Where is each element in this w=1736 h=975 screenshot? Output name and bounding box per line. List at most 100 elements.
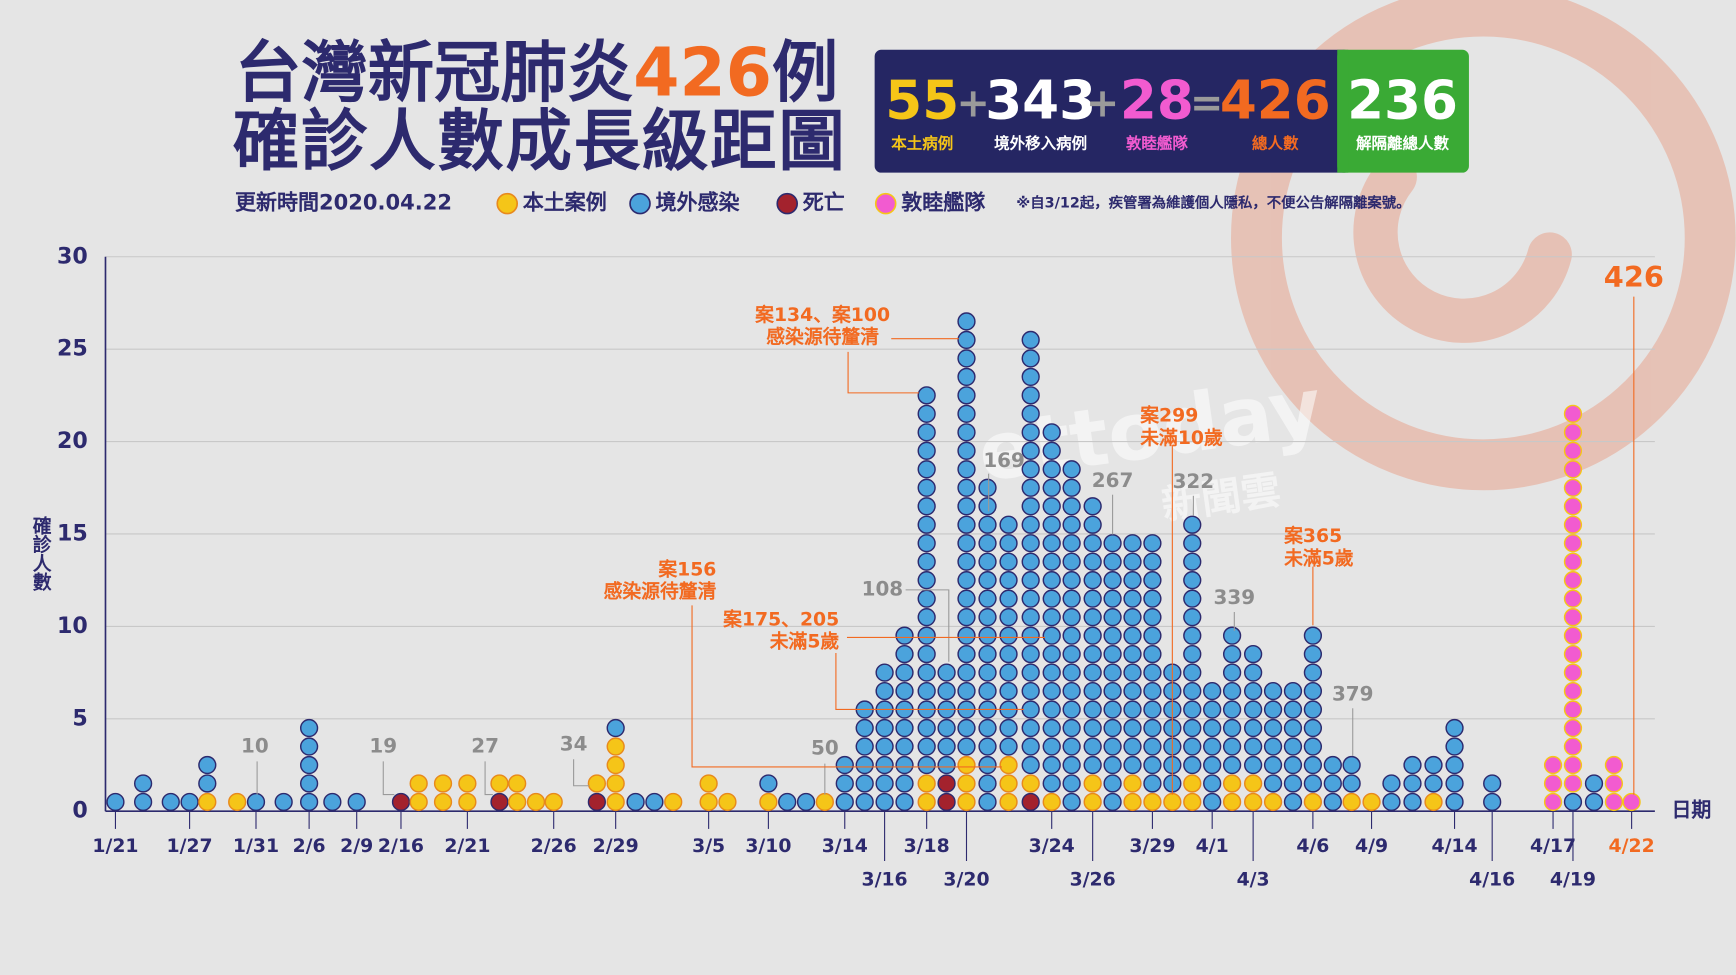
case-dot: [1021, 718, 1040, 738]
case-dot: [1303, 718, 1323, 738]
case-dot: [1283, 755, 1303, 775]
case-dot: [1323, 755, 1342, 775]
annotation: 感染源待釐清: [766, 325, 879, 348]
x-tick-label: 2/29: [593, 836, 639, 857]
case-dot: [1183, 534, 1202, 553]
case-dot: [1062, 608, 1081, 627]
case-dot: [1103, 644, 1122, 664]
case-dot: [1362, 792, 1381, 812]
case-dot: [490, 792, 509, 812]
case-dot: [978, 792, 997, 812]
case-dot: [1123, 608, 1142, 627]
case-dot: [1021, 552, 1040, 571]
case-dot: [1244, 644, 1263, 664]
case-dot: [228, 792, 247, 812]
leader-line: [847, 351, 919, 394]
case-dot: [1062, 700, 1081, 719]
case-dot: [1403, 792, 1422, 812]
case-dot: [1062, 644, 1081, 664]
case-dot: [508, 792, 527, 812]
case-dot: [957, 737, 976, 756]
y-tick-label: 5: [72, 705, 87, 731]
case-dot: [1042, 663, 1061, 682]
case-dot: [1183, 792, 1202, 812]
case-dot: [1062, 534, 1081, 553]
x-tick-label: 3/29: [1129, 836, 1175, 857]
case-dot: [937, 681, 956, 701]
annotation: 267: [1092, 469, 1134, 492]
case-dot: [1042, 774, 1061, 793]
case-dot: [1123, 534, 1142, 553]
case-dot: [1042, 644, 1061, 664]
case-dot: [1062, 589, 1081, 608]
case-dot: [1563, 663, 1583, 682]
legend-swatch: [776, 192, 799, 215]
case-dot: [1021, 644, 1040, 664]
legend: 本土案例 境外感染 死亡 敦睦艦隊: [496, 190, 986, 215]
case-dot: [1222, 663, 1242, 682]
case-dot: [1183, 681, 1202, 701]
case-dot: [299, 737, 319, 756]
case-dot: [391, 792, 411, 812]
y-tick-label: 10: [57, 613, 88, 639]
annotation: 19: [369, 735, 397, 758]
case-dot: [895, 663, 914, 682]
case-dot: [957, 349, 976, 368]
case-dot: [1123, 571, 1142, 590]
legend-label: 敦睦艦隊: [901, 190, 986, 215]
case-dot: [1123, 589, 1142, 608]
x-tick-label: 3/10: [745, 836, 791, 857]
case-dot: [458, 792, 477, 812]
case-dot: [1183, 700, 1202, 719]
case-dot: [1303, 663, 1323, 682]
case-dot: [1563, 792, 1583, 812]
case-dot: [917, 644, 936, 664]
annotation: 34: [560, 732, 588, 755]
case-dot: [1062, 718, 1081, 738]
case-dot: [645, 792, 664, 812]
case-dot: [1342, 755, 1361, 775]
case-dot: [1083, 608, 1102, 627]
case-dot: [1143, 681, 1162, 701]
stat-label: 敦睦艦隊: [1126, 133, 1188, 152]
case-dot: [1062, 792, 1081, 812]
case-dot: [1103, 774, 1122, 793]
case-dot: [978, 626, 997, 645]
case-dot: [1563, 774, 1583, 793]
case-dot: [917, 515, 936, 534]
annotation: 379: [1332, 683, 1374, 706]
legend-swatch: [874, 192, 897, 215]
x-tick-label: 3/24: [1029, 836, 1075, 857]
case-dot: [1021, 589, 1040, 608]
case-dot: [1342, 774, 1361, 793]
case-dot: [1222, 718, 1242, 738]
case-dot: [1244, 700, 1263, 719]
x-tick-label: 4/1: [1196, 836, 1229, 857]
case-dot: [1563, 441, 1583, 460]
case-dot: [1244, 755, 1263, 775]
case-dot: [1563, 644, 1583, 664]
case-dot: [1263, 774, 1283, 793]
case-dot: [1244, 737, 1263, 756]
annotation: 案175、205: [722, 607, 839, 630]
case-dot: [1563, 534, 1583, 553]
legend-label: 境外感染: [656, 190, 741, 215]
note: ※自3/12起，疾管署為維護個人隱私，不便公告解隔離案號。: [1016, 194, 1410, 212]
case-dot: [1042, 700, 1061, 719]
case-dot: [937, 663, 956, 682]
case-dot: [1143, 608, 1162, 627]
case-dot: [999, 774, 1018, 793]
annotation: 322: [1173, 470, 1215, 493]
annotation: 未滿5歲: [769, 629, 840, 652]
annotation: 10: [241, 735, 269, 758]
case-dot: [1143, 774, 1162, 793]
case-dot: [999, 608, 1018, 627]
case-dot: [917, 663, 936, 682]
case-dot: [978, 644, 997, 664]
case-dot: [1021, 755, 1040, 775]
title-line2: 確診人數成長級距圖: [233, 102, 845, 180]
case-dot: [999, 534, 1018, 553]
stat-value: 28: [1120, 70, 1194, 132]
case-dot: [917, 626, 936, 645]
